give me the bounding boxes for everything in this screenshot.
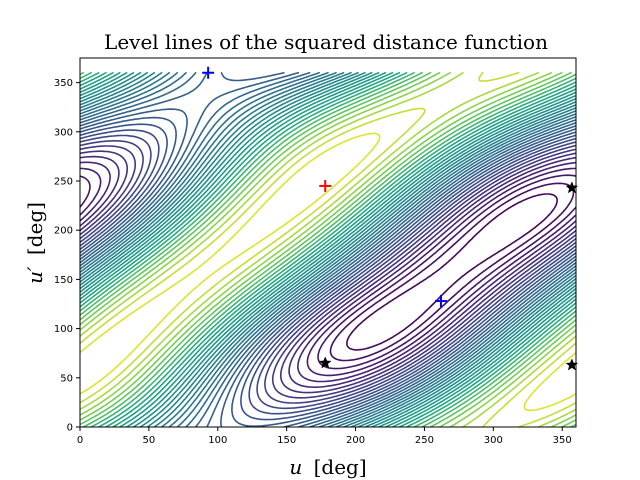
contour-level [80, 150, 576, 394]
contour-level [80, 132, 576, 412]
contour-level [80, 72, 576, 427]
contour-level [80, 72, 576, 427]
plus-marker [434, 295, 447, 308]
contour-level [80, 72, 576, 427]
contour-level [80, 72, 576, 427]
x-axis-label: u [deg] [289, 455, 366, 479]
contour-level [80, 72, 576, 427]
contour-level [80, 140, 576, 404]
contour-level [80, 72, 576, 427]
y-tick-label: 300 [54, 127, 73, 138]
x-tick-label: 50 [143, 435, 156, 446]
x-tick-label: 100 [208, 435, 227, 446]
y-tick-label: 150 [54, 275, 73, 286]
x-axis-unit: [deg] [314, 455, 367, 479]
x-tick-label: 350 [553, 435, 572, 446]
contour-level [80, 72, 576, 427]
x-axis-variable: u [289, 455, 302, 479]
x-tick-label: 300 [484, 435, 503, 446]
contour-level [80, 129, 576, 415]
contour-level [346, 193, 558, 351]
contour-level [80, 116, 576, 427]
contour-level [80, 72, 576, 427]
y-tick-label: 100 [54, 324, 73, 335]
y-tick-label: 350 [54, 78, 73, 89]
x-tick-label: 150 [277, 435, 296, 446]
y-tick-label: 50 [60, 373, 73, 384]
markers [202, 66, 579, 371]
plot-frame [79, 57, 577, 428]
contour-level [80, 72, 576, 427]
y-axis: 0 50 100 150 200 250 300 350 [54, 78, 80, 434]
plus-marker [319, 179, 332, 192]
x-axis: 0 50 100 150 200 250 300 350 [77, 427, 572, 446]
contour-level [80, 145, 576, 399]
contour-level [80, 174, 576, 370]
contour-lines [80, 72, 576, 427]
y-tick-label: 200 [54, 226, 73, 237]
contour-level [80, 72, 576, 427]
contour-level [80, 155, 576, 388]
y-tick-label: 250 [54, 177, 73, 188]
y-axis-variable: u′ [23, 266, 47, 284]
contour-level [80, 134, 576, 410]
chart-title: Level lines of the squared distance func… [104, 30, 548, 54]
y-tick-label: 0 [67, 423, 73, 434]
contour-level [80, 161, 576, 383]
contour-level [329, 182, 575, 362]
contour-level [80, 72, 576, 427]
x-tick-label: 200 [346, 435, 365, 446]
y-axis-label: u′ [deg] [23, 202, 47, 284]
plus-marker [202, 66, 215, 79]
contour-level [80, 123, 576, 421]
contour-level [80, 72, 576, 427]
x-tick-label: 0 [77, 435, 83, 446]
star-marker [318, 356, 332, 369]
x-tick-label: 250 [415, 435, 434, 446]
contour-level [80, 167, 576, 377]
y-axis-unit: [deg] [23, 202, 47, 255]
